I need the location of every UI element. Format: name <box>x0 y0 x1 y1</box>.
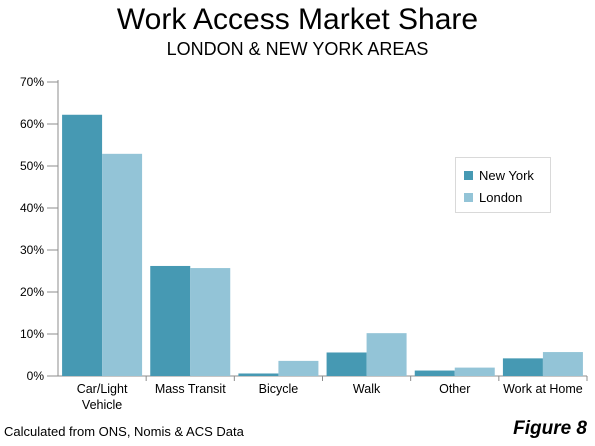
legend-item-new-york: New York <box>464 164 550 186</box>
bar-new-york <box>414 370 455 376</box>
chart-legend: New York London <box>455 157 551 213</box>
x-tick-label: Car/Light <box>77 382 128 396</box>
chart-title: Work Access Market Share <box>116 3 479 36</box>
x-tick-label: Vehicle <box>82 398 122 412</box>
x-tick-label: Mass Transit <box>155 382 226 396</box>
legend-swatch-new-york <box>464 170 473 180</box>
x-tick-label: Bicycle <box>259 382 299 396</box>
y-tick-label: 50% <box>20 159 44 173</box>
bar-london <box>102 153 143 376</box>
chart-subtitle: LONDON & NEW YORK AREAS <box>166 39 429 59</box>
legend-label-new-york: New York <box>479 167 534 183</box>
x-tick-label: Walk <box>353 382 381 396</box>
bar-london <box>454 367 495 376</box>
bar-london <box>366 333 407 376</box>
legend-swatch-london <box>464 192 473 202</box>
bar-london <box>542 352 583 376</box>
legend-label-london: London <box>479 189 523 205</box>
bar-new-york <box>150 265 191 376</box>
y-tick-label: 70% <box>20 75 44 89</box>
bar-new-york <box>502 358 543 376</box>
bar-london <box>278 360 319 376</box>
x-tick-label: Other <box>439 382 470 396</box>
bar-new-york <box>238 373 279 376</box>
bar-new-york <box>62 114 103 376</box>
y-tick-label: 0% <box>27 369 45 383</box>
y-tick-label: 30% <box>20 243 44 257</box>
y-tick-label: 60% <box>20 117 44 131</box>
bar-london <box>190 268 231 376</box>
figure-label: Figure 8 <box>513 418 587 439</box>
bar-new-york <box>326 352 367 376</box>
source-note: Calculated from ONS, Nomis & ACS Data <box>4 424 244 439</box>
y-tick-label: 10% <box>20 327 44 341</box>
legend-item-london: London <box>464 186 550 208</box>
y-tick-label: 40% <box>20 201 44 215</box>
y-tick-label: 20% <box>20 285 44 299</box>
x-tick-label: Work at Home <box>503 382 583 396</box>
